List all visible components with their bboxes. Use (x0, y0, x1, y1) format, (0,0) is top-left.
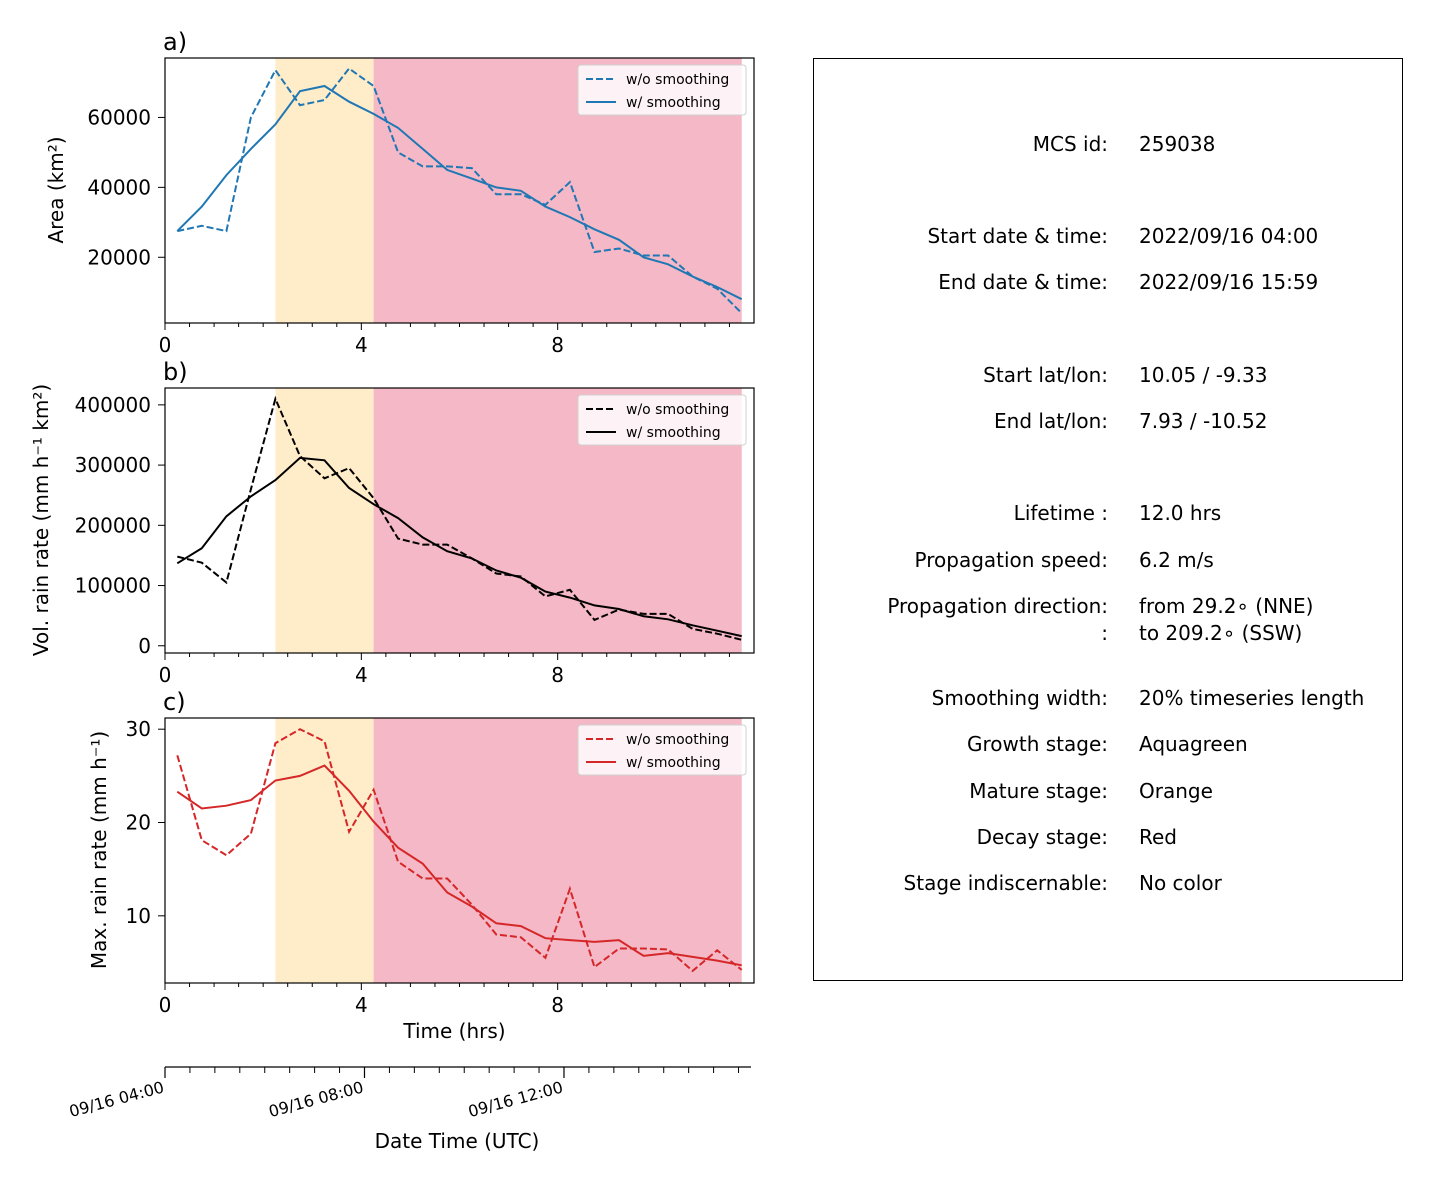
info-value: Orange (1139, 779, 1213, 803)
info-value: 12.0 hrs (1139, 501, 1222, 525)
legend-label: w/o smoothing (626, 72, 729, 88)
info-value: 6.2 m/s (1139, 548, 1214, 572)
info-row-propagation-to: : to 209.2∘ (SSW) (814, 621, 1404, 647)
y-tick-label: 20000 (87, 245, 151, 269)
chart-panel-b: 0 4 8 0 100000 200000 300000 400000 Vol. rain ra… (29, 358, 755, 687)
info-row-end-time: End date & time: 2022/09/16 15:59 (814, 270, 1404, 296)
y-tick-label: 30 (126, 717, 151, 741)
y-tick-label: 60000 (87, 105, 151, 129)
panel-label: c) (163, 688, 186, 716)
info-label: Mature stage: (969, 779, 1108, 803)
x-tick-label: 8 (551, 663, 564, 687)
y-tick-label: 10 (126, 904, 151, 928)
info-value: Red (1139, 825, 1177, 849)
info-value: 259038 (1139, 132, 1216, 156)
info-value: 2022/09/16 15:59 (1139, 270, 1319, 294)
y-tick-label: 0 (138, 634, 151, 658)
legend-label: w/o smoothing (626, 402, 729, 418)
info-row-smoothing-width: Smoothing width: 20% timeseries length (814, 686, 1404, 712)
info-label: Start date & time: (927, 224, 1108, 248)
y-axis-label: Max. rain rate (mm h⁻¹) (87, 731, 111, 969)
info-value: Aquagreen (1139, 732, 1248, 756)
info-row-growth-stage: Growth stage: Aquagreen (814, 732, 1404, 758)
info-label: Start lat/lon: (983, 363, 1108, 387)
x-tick-label: 8 (551, 333, 564, 357)
datetime-axis: 09/16 04:00 09/16 08:00 09/16 12:00 Date Ti… (67, 1066, 751, 1153)
chart-panel-a: 0 4 8 20000 40000 60000 Area (km²) a) w/o smooth… (44, 28, 755, 357)
series-line-smoothed (176, 764, 742, 967)
legend: w/o smoothing w/ smoothing (577, 724, 747, 776)
chart-panel-c: 0 4 8 10 20 30 Max. rain rate (mm h⁻¹) c) Time (… (87, 688, 755, 1043)
x-tick-label: 0 (159, 663, 172, 687)
y-axis-label: Vol. rain rate (mm h⁻¹ km²) (29, 384, 53, 656)
legend-label: w/ smoothing (626, 425, 721, 441)
y-tick-label: 400000 (75, 393, 151, 417)
legend-box (577, 724, 747, 776)
mcs-info-box: MCS id: 259038 Start date & time: 2022/0… (813, 58, 1403, 981)
y-tick-label: 100000 (75, 574, 151, 598)
x-tick-label: 4 (355, 333, 368, 357)
y-tick-label: 300000 (75, 453, 151, 477)
info-value: from 29.2∘ (NNE) (1139, 594, 1314, 618)
info-label: Lifetime : (1013, 501, 1108, 525)
series-line-smoothed (176, 84, 743, 301)
info-label: End lat/lon: (994, 409, 1108, 433)
legend-label: w/ smoothing (626, 755, 721, 771)
y-axis-label: Area (km²) (44, 136, 68, 243)
info-value: 10.05 / -9.33 (1139, 363, 1268, 387)
info-value: to 209.2∘ (SSW) (1139, 621, 1303, 645)
info-row-propagation-from: Propagation direction: from 29.2∘ (NNE) (814, 594, 1404, 620)
info-row-start-latlon: Start lat/lon: 10.05 / -9.33 (814, 363, 1404, 389)
y-tick-label: 200000 (75, 513, 151, 537)
legend-box (577, 394, 747, 446)
panel-label: a) (163, 28, 187, 56)
info-label: Growth stage: (966, 732, 1108, 756)
info-label: Stage indiscernable: (903, 871, 1108, 895)
legend-label: w/ smoothing (626, 95, 721, 111)
stage-band-mature (275, 388, 374, 653)
info-label: Smoothing width: (931, 686, 1108, 710)
datetime-axis-label: Date Time (UTC) (375, 1129, 540, 1153)
stage-band-mature (275, 718, 374, 983)
x-tick-label: 4 (355, 663, 368, 687)
legend: w/o smoothing w/ smoothing (577, 394, 747, 446)
legend-label: w/o smoothing (626, 732, 729, 748)
panel-label: b) (163, 358, 188, 386)
info-label: Decay stage: (976, 825, 1108, 849)
info-label: End date & time: (938, 270, 1108, 294)
info-value: 7.93 / -10.52 (1139, 409, 1268, 433)
x-tick-label: 0 (159, 993, 172, 1017)
info-row-mcs-id: MCS id: 259038 (814, 132, 1404, 158)
x-tick-label: 4 (355, 993, 368, 1017)
info-row-end-latlon: End lat/lon: 7.93 / -10.52 (814, 409, 1404, 435)
series-line-smoothed (176, 456, 742, 638)
x-axis-label: Time (hrs) (402, 1019, 505, 1043)
info-label: : (1101, 621, 1108, 645)
info-value: 20% timeseries length (1139, 686, 1365, 710)
x-tick-label: 8 (551, 993, 564, 1017)
info-row-mature-stage: Mature stage: Orange (814, 779, 1404, 805)
legend: w/o smoothing w/ smoothing (577, 64, 747, 116)
info-row-lifetime: Lifetime : 12.0 hrs (814, 501, 1404, 527)
info-row-propagation-speed: Propagation speed: 6.2 m/s (814, 548, 1404, 574)
info-row-decay-stage: Decay stage: Red (814, 825, 1404, 851)
legend-box (577, 64, 747, 116)
info-value: No color (1139, 871, 1222, 895)
datetime-tick-label: 09/16 04:00 (67, 1078, 166, 1122)
info-label: MCS id: (1032, 132, 1108, 156)
info-row-start-time: Start date & time: 2022/09/16 04:00 (814, 224, 1404, 250)
info-row-stage-indiscernable: Stage indiscernable: No color (814, 871, 1404, 897)
info-value: 2022/09/16 04:00 (1139, 224, 1319, 248)
y-tick-label: 20 (126, 811, 151, 835)
stage-band-mature (275, 58, 374, 323)
info-label: Propagation direction: (887, 594, 1108, 618)
y-tick-label: 40000 (87, 175, 151, 199)
x-tick-label: 0 (159, 333, 172, 357)
series-line-raw (177, 67, 743, 314)
datetime-tick-label: 09/16 08:00 (267, 1078, 366, 1122)
series-line-raw (177, 395, 742, 641)
datetime-tick-label: 09/16 12:00 (466, 1078, 565, 1122)
info-label: Propagation speed: (914, 548, 1108, 572)
